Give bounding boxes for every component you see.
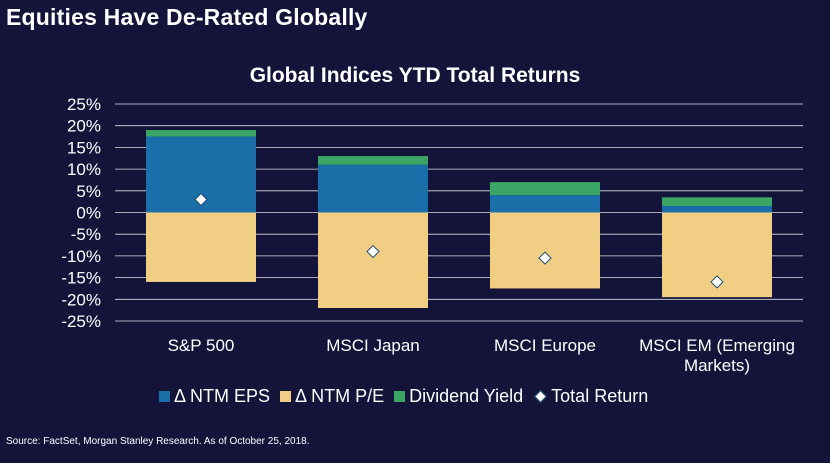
legend-label-dividend: Dividend Yield — [409, 386, 524, 406]
chart-legend: Δ NTM EPS Δ NTM P/E Dividend Yield Total… — [159, 386, 658, 407]
x-category-label: MSCI Europe — [494, 336, 596, 355]
bar-eps — [490, 195, 600, 213]
total-return-marker — [538, 251, 552, 265]
legend-swatch-eps — [159, 391, 170, 402]
bar-dividend — [318, 156, 428, 165]
bar-pe — [146, 212, 256, 282]
x-category-label: S&P 500 — [168, 336, 235, 355]
source-note: Source: FactSet, Morgan Stanley Research… — [6, 436, 310, 447]
legend-label-pe: Δ NTM P/E — [295, 386, 385, 406]
legend-swatch-dividend — [394, 391, 406, 402]
x-category-label: MSCI EM (Emerging — [639, 336, 795, 355]
legend-item-dividend: Dividend Yield — [394, 386, 523, 407]
chart-plot: -25% -20% -15% -10% -5% 0% 5% 10% 15% 20% 25% S&P 5… — [61, 95, 803, 375]
bar-pe — [490, 212, 600, 289]
bar-dividend — [146, 130, 256, 137]
y-tick-label: 20% — [67, 117, 101, 136]
total-return-marker — [366, 244, 380, 259]
bar-dividend — [490, 182, 600, 196]
y-tick-label: -5% — [71, 225, 101, 244]
bar-eps — [662, 205, 772, 213]
y-tick-label: -10% — [61, 247, 101, 266]
y-tick-label: 10% — [67, 160, 101, 179]
legend-diamond-icon — [534, 390, 548, 403]
y-tick-label: -20% — [61, 290, 101, 309]
legend-label-eps: Δ NTM EPS — [174, 386, 271, 406]
legend-item-pe: Δ NTM P/E — [280, 386, 384, 407]
legend-item-total-return: Total Return — [533, 386, 648, 407]
total-return-marker — [194, 192, 208, 207]
legend-label-total-return: Total Return — [551, 386, 649, 406]
chart-title: Global Indices YTD Total Returns — [249, 64, 581, 87]
bar-dividend — [662, 197, 772, 206]
bar-pe — [318, 212, 428, 308]
legend-item-eps: Δ NTM EPS — [159, 386, 270, 407]
x-category-label: MSCI Japan — [326, 336, 420, 355]
x-category-label: Markets) — [684, 356, 750, 375]
y-tick-label: -25% — [61, 312, 101, 331]
y-tick-label: -15% — [61, 269, 101, 288]
y-tick-label: 5% — [76, 182, 101, 201]
y-tick-label: 15% — [67, 138, 101, 157]
bar-eps — [318, 164, 428, 213]
page-title: Equities Have De-Rated Globally — [6, 4, 368, 30]
legend-swatch-pe — [280, 391, 292, 402]
y-tick-label: 0% — [76, 204, 101, 223]
total-return-marker — [710, 275, 724, 289]
y-tick-label: 25% — [67, 95, 101, 114]
